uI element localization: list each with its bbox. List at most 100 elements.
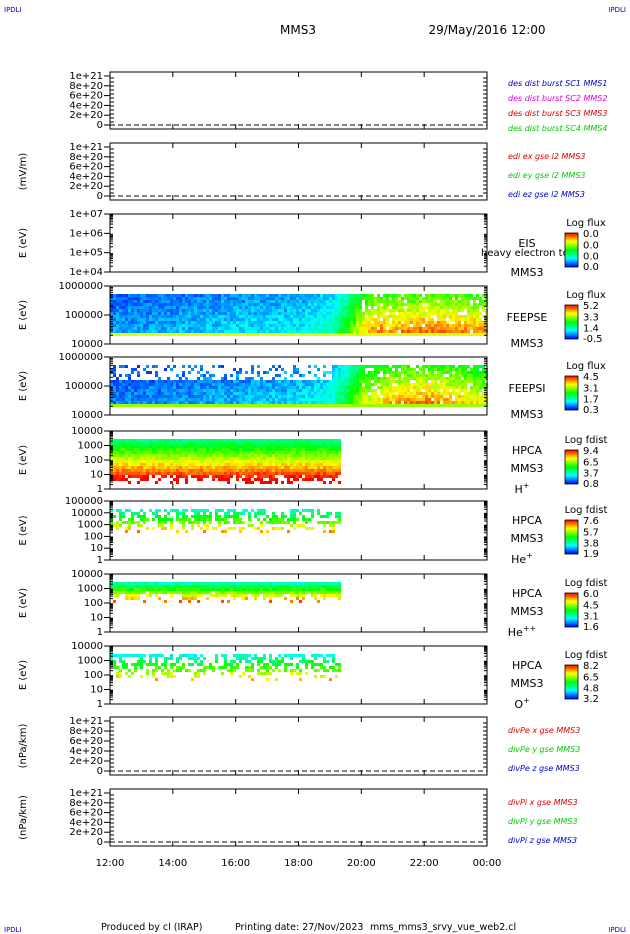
species-charge: +	[523, 696, 530, 705]
y-tick-label: 1000000	[58, 352, 103, 363]
time-axis: 12:00 14:00 16:00 18:00 20:00 22:00 00:00	[96, 858, 502, 869]
y-tick-label: 10	[90, 613, 103, 624]
y-tick-label: 10	[90, 543, 103, 554]
instrument-spacecraft: MMS3	[511, 266, 544, 279]
y-tick-label: 2e+20	[69, 827, 103, 838]
time-ticks-des	[109, 72, 488, 129]
y-axis-title: (mV/m)	[18, 153, 29, 191]
colorbar-label: 0.0	[583, 252, 599, 263]
colorbar-label: 4.5	[583, 372, 599, 383]
y-tick-label: 1000	[78, 520, 103, 531]
colorbar-label: 4.8	[583, 684, 599, 695]
instrument-name: EIS	[518, 237, 535, 250]
time-ticks-edi	[109, 143, 488, 200]
y-tick-label: 100	[84, 455, 103, 466]
y-axis-title: (nPa/km)	[18, 724, 29, 769]
footer-script-name: mms_mms3_srvy_vue_web2.cl	[370, 922, 516, 933]
y-tick-label: 10000	[71, 339, 103, 350]
colorbar-gradient	[564, 449, 579, 485]
instrument-name: FEEPSE	[507, 311, 548, 324]
date-title: 29/May/2016 12:00	[428, 23, 545, 37]
y-tick-label: 1e+05	[69, 248, 103, 259]
time-ticks-hpca_he	[109, 501, 488, 560]
colorbar-label: 9.4	[583, 446, 599, 457]
instrument-name: HPCA	[512, 587, 543, 600]
legend-entry: edi ey gse l2 MMS3	[508, 171, 586, 180]
panel-hpca_h: 10000 1000 100 10 1 HPCA MMS3 H+ Log fdist9.46.5…	[18, 426, 607, 496]
legend-entry: divPe x gse MMS3	[508, 726, 580, 735]
time-ticks-divpe	[109, 717, 488, 775]
y-axis-title: E (eV)	[18, 300, 29, 330]
panel-feepse: 1000000 100000 10000 FEEPSE MMS3 Log flux5.23…	[18, 281, 606, 350]
panel-hpca_hepp: 10000 1000 100 10 1 HPCA MMS3 He++ Log fdist6.04…	[18, 569, 607, 639]
y-axis-hpca_o: 10000 1000 100 10 1	[71, 641, 487, 710]
instrument-labels-hpca_o: HPCA MMS3 O+	[511, 659, 544, 711]
species-label: H+	[515, 481, 530, 496]
y-tick-label: 0	[97, 120, 103, 131]
y-tick-label: 1	[97, 484, 103, 495]
y-axis-hpca_hepp: 10000 1000 100 10 1	[71, 569, 487, 638]
legend-divpe: divPe x gse MMS3 divPe y gse MMS3 divPe z …	[508, 726, 580, 773]
y-tick-label: 4e+20	[69, 171, 103, 182]
colorbar-label: -0.5	[583, 334, 603, 345]
corner-label-top-right: IPDLI	[608, 6, 626, 14]
y-tick-label: 1e+06	[69, 228, 103, 239]
legend-entry: edi ez gse l2 MMS3	[508, 190, 585, 199]
y-tick-label: 2e+20	[69, 756, 103, 767]
y-tick-label: 100	[84, 598, 103, 609]
instrument-subtitle: heavy electron to	[481, 248, 569, 259]
spectrogram-hpca_hepp	[110, 582, 341, 603]
y-tick-label: 1e+07	[69, 209, 103, 220]
colorbar-gradient	[564, 592, 579, 628]
colorbar-label: 3.1	[583, 383, 599, 394]
colorbar-title: Log flux	[566, 290, 606, 301]
species-charge: ++	[523, 624, 536, 633]
panel-frame-divpe	[109, 716, 488, 776]
colorbar-label: 1.4	[583, 324, 599, 335]
y-tick-label: 0	[97, 766, 103, 777]
spectrogram-hpca_he	[110, 509, 341, 533]
legend-entry: edi ex gse l2 MMS3	[508, 152, 586, 161]
y-axis-title: E (eV)	[18, 371, 29, 401]
legend-entry: des dist burst SC3 MMS3	[508, 109, 607, 118]
colorbar-label: 3.2	[583, 694, 599, 705]
x-tick-label: 20:00	[347, 858, 376, 869]
x-tick-label: 16:00	[221, 858, 250, 869]
species-charge: +	[523, 481, 530, 490]
colorbar-title: Log fdist	[565, 578, 608, 589]
colorbar-gradient	[564, 519, 579, 555]
y-tick-label: 1	[97, 555, 103, 566]
y-tick-label: 6e+20	[69, 91, 103, 102]
y-tick-label: 100000	[65, 310, 103, 321]
legend-entry: des dist burst SC4 MMS4	[508, 124, 607, 133]
corner-label-top-left: IPDLI	[4, 6, 22, 14]
y-tick-label: 6e+20	[69, 808, 103, 819]
colorbar-title: Log fdist	[565, 435, 608, 446]
panel-hpca_o: 10000 1000 100 10 1 HPCA MMS3 O+ Log fdist8.26.5…	[18, 641, 607, 711]
time-ticks-divpi	[109, 789, 488, 846]
time-ticks-hpca_hepp	[109, 574, 488, 632]
species-label: He+	[511, 551, 533, 566]
colorbar-label: 0.0	[583, 262, 599, 273]
colorbar-label: 6.5	[583, 457, 599, 468]
colorbar-label: 7.6	[583, 516, 599, 527]
colorbar-gradient	[564, 375, 579, 411]
y-tick-label: 10000	[71, 426, 103, 437]
instrument-labels-hpca_hepp: HPCA MMS3 He++	[508, 587, 544, 639]
x-tick-label: 14:00	[158, 858, 187, 869]
y-tick-label: 8e+20	[69, 798, 103, 809]
y-axis-title: E (eV)	[18, 660, 29, 690]
instrument-spacecraft: MMS3	[511, 462, 544, 475]
spacecraft-title: MMS3	[280, 23, 316, 37]
